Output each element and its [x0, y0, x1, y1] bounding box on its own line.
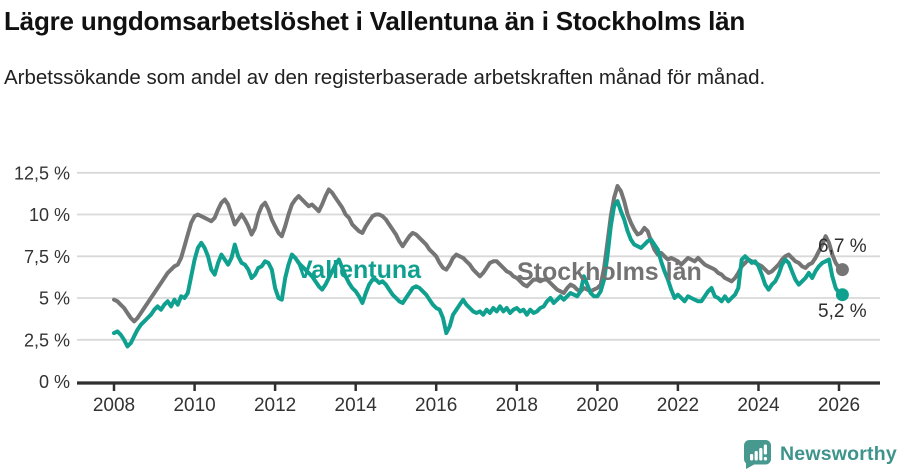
- series-end-dot-stockholms-lan: [835, 263, 849, 277]
- end-value-label-vallentuna: 5,2 %: [818, 301, 867, 322]
- x-axis-tick-label: 2024: [737, 395, 780, 416]
- x-axis-tick-label: 2008: [93, 395, 135, 416]
- x-axis-tick-label: 2022: [657, 395, 699, 416]
- series-line-vallentuna: [112, 199, 845, 349]
- chart-title: Lägre ungdomsarbetslöshet i Vallentuna ä…: [4, 6, 746, 36]
- series-label-stockholms-lan: Stockholms län: [517, 258, 702, 286]
- y-axis-tick-label: 10 %: [29, 205, 70, 225]
- x-axis-tick-label: 2018: [496, 395, 538, 416]
- brand-footer: Newsworthy: [742, 439, 897, 470]
- y-axis-tick-label: 0 %: [39, 372, 70, 392]
- x-axis-tick-label: 2026: [818, 395, 860, 416]
- x-axis-tick-label: 2010: [173, 395, 215, 416]
- y-axis-tick-label: 5 %: [39, 289, 70, 309]
- series-label-vallentuna: Vallentuna: [296, 256, 422, 284]
- end-value-label-stockholms-lan: 6,7 %: [818, 236, 867, 257]
- newsworthy-logo-icon: [744, 440, 771, 469]
- series-line-stockholms-lan: [112, 184, 845, 324]
- series-end-dot-vallentuna: [835, 288, 849, 302]
- y-axis-tick-label: 2,5 %: [24, 330, 70, 350]
- y-axis-tick-label: 12,5 %: [14, 163, 70, 183]
- x-axis-tick-label: 2016: [415, 395, 457, 416]
- x-axis-tick-label: 2012: [254, 395, 296, 416]
- brand-name: Newsworthy: [780, 443, 897, 465]
- x-axis-tick-label: 2014: [335, 395, 378, 416]
- x-axis-tick-label: 2020: [576, 395, 618, 416]
- chart-subtitle: Arbetssökande som andel av den registerb…: [4, 66, 766, 89]
- y-axis-tick-label: 7,5 %: [24, 247, 70, 267]
